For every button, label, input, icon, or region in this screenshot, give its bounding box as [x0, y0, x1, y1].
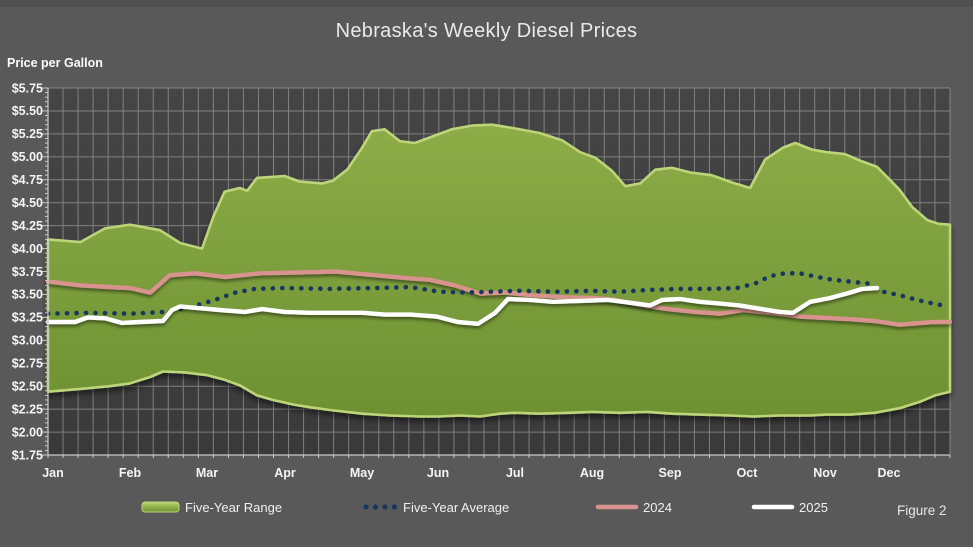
- five-year-range-area: [46, 123, 952, 418]
- y-axis-label: $4.75: [12, 173, 43, 187]
- legend-label-five-year-range: Five-Year Range: [185, 499, 283, 515]
- x-axis-label: Dec: [878, 466, 901, 480]
- figure-label: Figure 2: [897, 503, 947, 518]
- y-axis-label: $4.00: [12, 242, 43, 256]
- five-year-average-swatch-icon: [363, 504, 398, 510]
- legend-item-2025: 2025: [751, 497, 828, 517]
- x-axis-label: Jun: [427, 466, 449, 480]
- legend-item-five-year-average: Five-Year Average: [361, 497, 509, 517]
- legend-label-2025: 2025: [799, 499, 828, 515]
- x-axis-label: May: [350, 466, 374, 480]
- y-axis-label: $5.75: [12, 81, 43, 95]
- y-axis-label: $5.25: [12, 127, 43, 141]
- x-axis-label: Oct: [737, 466, 759, 480]
- legend-item-2024: 2024: [595, 497, 672, 517]
- y-axis-label: $5.00: [12, 150, 43, 164]
- line-five-year-average: [45, 271, 950, 316]
- legend-label-five-year-average: Five-Year Average: [403, 499, 510, 515]
- y-axis-label: $5.50: [12, 104, 43, 118]
- y-axis-label: $4.50: [12, 196, 43, 210]
- x-axis-label: Feb: [119, 466, 142, 480]
- y-axis-label: $2.50: [12, 380, 43, 394]
- line-2025-swatch-icon: [751, 504, 795, 510]
- y-axis-label: $2.75: [12, 357, 43, 371]
- y-axis-label: $3.50: [12, 288, 43, 302]
- x-axis-label: Jan: [42, 466, 64, 480]
- x-axis-label: Aug: [580, 466, 604, 480]
- x-axis-label: Jul: [506, 466, 524, 480]
- y-axis-label: $3.75: [12, 265, 43, 279]
- y-axis-label: $1.75: [12, 448, 43, 462]
- legend: Five-Year Range Five-Year Average 2024 2…: [0, 497, 973, 519]
- x-axis-label: Nov: [813, 466, 837, 480]
- y-axis-label: $4.25: [12, 219, 43, 233]
- x-axis-label: Sep: [659, 466, 682, 480]
- legend-label-2024: 2024: [643, 499, 672, 515]
- average-swatch-dots: [363, 504, 398, 510]
- chart-title: Nebraska's Weekly Diesel Prices: [335, 20, 638, 42]
- y-axis-label: $3.00: [12, 334, 43, 348]
- x-axis-label: Apr: [274, 466, 296, 480]
- axis-ticks: [42, 87, 951, 458]
- line-2024-swatch-icon: [595, 504, 639, 510]
- legend-item-five-year-range: Five-Year Range: [141, 497, 282, 517]
- y-axis-label: $3.25: [12, 311, 43, 325]
- five-year-range-swatch-icon: [141, 501, 180, 513]
- y-axis-label: $2.00: [12, 425, 43, 439]
- y-axis-title: Price per Gallon: [7, 56, 103, 70]
- window-top-edge: [0, 0, 973, 7]
- line-2025: [45, 285, 880, 326]
- x-axis-label: Mar: [196, 466, 218, 480]
- range-swatch-shape: [141, 501, 180, 513]
- y-axis-label: $2.25: [12, 402, 43, 416]
